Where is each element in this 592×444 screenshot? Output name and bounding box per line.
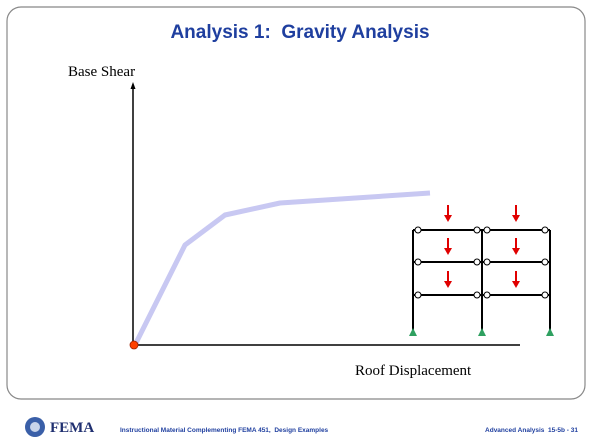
supports — [409, 328, 554, 336]
footer-center: Instructional Material Complementing FEM… — [120, 427, 329, 434]
x-axis-label: Roof Displacement — [355, 363, 472, 379]
origin-dot — [129, 340, 139, 350]
frame — [412, 229, 551, 330]
footer-right: Advanced Analysis 15-5b - 31 — [485, 427, 578, 434]
axes — [130, 82, 520, 346]
pushover-curve — [133, 190, 431, 345]
y-axis-label: Base Shear — [68, 64, 135, 80]
slide-frame — [6, 6, 586, 400]
hinges — [414, 226, 549, 299]
title: Analysis 1: Gravity Analysis — [170, 22, 429, 43]
gravity-loads — [444, 205, 520, 288]
fema-logo: FEMA — [25, 417, 94, 437]
logo-text: FEMA — [50, 420, 94, 436]
